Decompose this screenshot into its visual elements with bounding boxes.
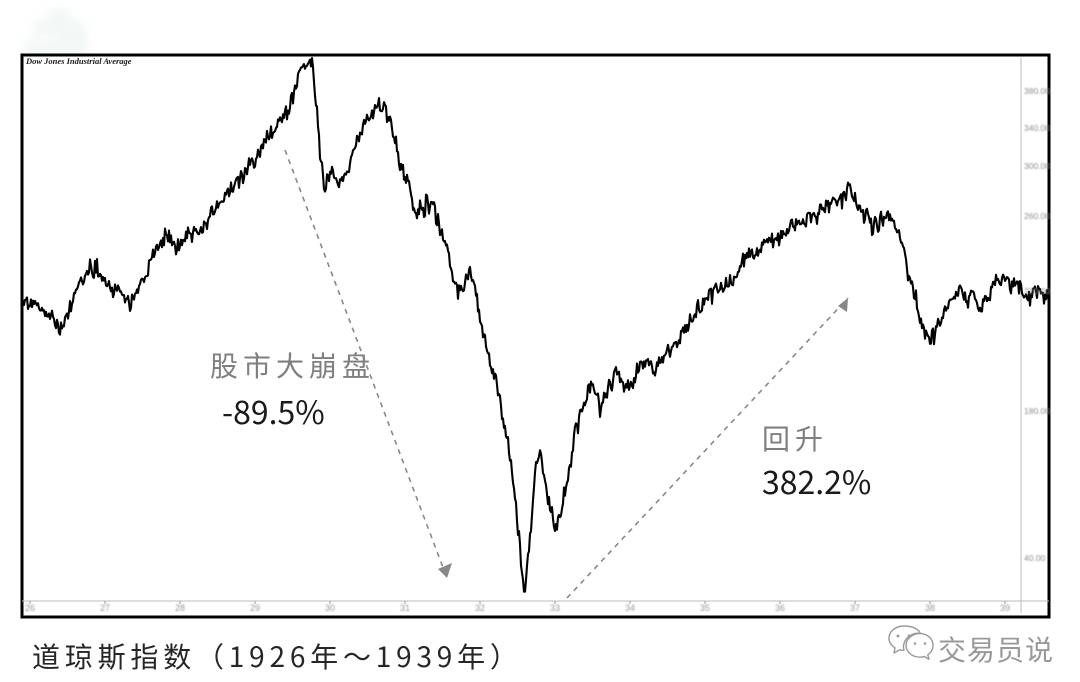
svg-text:37: 37 xyxy=(850,603,860,613)
svg-text:31: 31 xyxy=(400,603,410,613)
svg-text:180.00: 180.00 xyxy=(1024,406,1050,416)
svg-text:38: 38 xyxy=(925,603,935,613)
svg-text:40.00: 40.00 xyxy=(1024,553,1046,563)
svg-text:32: 32 xyxy=(475,603,485,613)
svg-text:29: 29 xyxy=(250,603,260,613)
svg-text:34: 34 xyxy=(625,603,635,613)
svg-text:28: 28 xyxy=(175,603,185,613)
svg-text:220.00: 220.00 xyxy=(1024,286,1050,296)
svg-text:26: 26 xyxy=(25,603,35,613)
svg-text:35: 35 xyxy=(700,603,710,613)
svg-text:340.00: 340.00 xyxy=(1024,123,1050,133)
svg-text:260.00: 260.00 xyxy=(1024,211,1050,221)
svg-text:27: 27 xyxy=(100,603,110,613)
svg-text:33: 33 xyxy=(550,603,560,613)
svg-text:300.00: 300.00 xyxy=(1024,161,1050,171)
svg-text:Dow Jones Industrial Average: Dow Jones Industrial Average xyxy=(25,56,132,66)
svg-text:380.00: 380.00 xyxy=(1024,86,1050,96)
svg-text:30: 30 xyxy=(325,603,335,613)
svg-text:36: 36 xyxy=(775,603,785,613)
svg-text:39: 39 xyxy=(1000,603,1010,613)
